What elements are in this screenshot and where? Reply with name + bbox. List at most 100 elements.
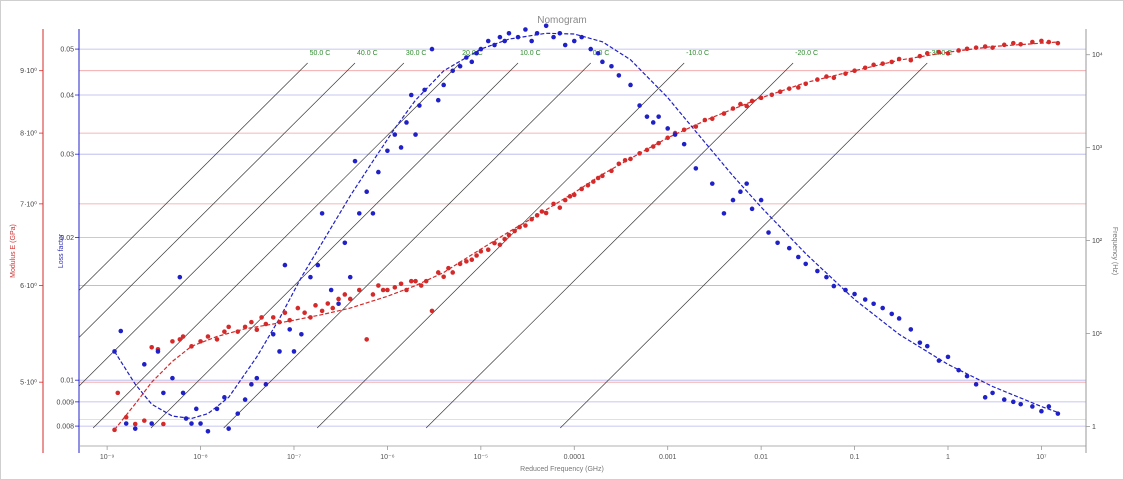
loss-point — [277, 349, 282, 354]
isotherm-line — [150, 62, 519, 429]
modulus-point — [786, 86, 792, 91]
modulus-point — [385, 287, 390, 293]
modulus-point — [644, 147, 650, 153]
loss-point — [474, 50, 479, 56]
loss-point — [319, 211, 325, 216]
frequency-tick-label: 10⁴ — [1092, 52, 1103, 59]
loss-point — [956, 367, 961, 373]
modulus-point — [1055, 40, 1061, 46]
modulus-point — [441, 274, 446, 280]
loss-point — [222, 395, 227, 400]
modulus-point — [336, 296, 341, 302]
loss-point — [1010, 399, 1016, 405]
modulus-point — [356, 287, 362, 293]
loss-point — [352, 158, 358, 164]
loss-point — [534, 30, 540, 36]
loss-point — [155, 349, 161, 354]
loss-point — [123, 421, 129, 426]
modulus-point — [214, 337, 220, 342]
modulus-point — [370, 292, 376, 297]
loss-tick-label: 0.05 — [60, 47, 74, 54]
modulus-point — [758, 95, 764, 101]
modulus-point — [880, 61, 885, 66]
loss-point — [492, 42, 497, 48]
isotherm-label: 30.0 C — [406, 50, 427, 57]
modulus-point — [585, 182, 591, 188]
loss-point — [908, 327, 914, 332]
modulus-point — [149, 345, 155, 350]
loss-point — [815, 268, 820, 274]
loss-point — [831, 283, 837, 289]
loss-point — [422, 87, 427, 93]
loss-point — [435, 97, 441, 103]
loss-point — [404, 120, 409, 125]
modulus-point — [523, 223, 528, 228]
modulus-point — [917, 53, 923, 59]
loss-point — [315, 262, 321, 268]
modulus-tick-label: 9·10⁰ — [20, 67, 37, 75]
modulus-point — [423, 278, 429, 284]
loss-point — [775, 240, 780, 246]
loss-point — [964, 373, 970, 379]
modulus-point — [982, 44, 988, 49]
modulus-point — [478, 249, 484, 254]
modulus-point — [803, 81, 809, 87]
modulus-point — [650, 144, 656, 149]
loss-point — [515, 34, 521, 40]
modulus-point — [637, 151, 642, 156]
modulus-point — [418, 283, 424, 288]
modulus-point — [492, 240, 497, 246]
modulus-point — [270, 315, 276, 320]
modulus-point — [990, 45, 995, 50]
loss-point — [600, 59, 605, 65]
modulus-point — [539, 209, 545, 214]
modulus-point — [259, 315, 264, 320]
frequency-tick-label: 10³ — [1092, 145, 1103, 152]
isotherm-line — [92, 62, 461, 429]
loss-point — [896, 316, 902, 321]
loss-point — [1055, 411, 1061, 416]
modulus-point — [924, 51, 930, 56]
loss-point — [936, 358, 942, 363]
loss-point — [356, 211, 362, 216]
isotherm-lines: 50.0 C 40.0 C 30.0 C 20.0 C 10.0 C 0.0 C -10.0… — [78, 50, 952, 429]
loss-point — [796, 254, 801, 260]
modulus-point — [347, 296, 353, 302]
modulus-point — [364, 337, 369, 342]
modulus-point — [852, 68, 857, 73]
loss-point — [945, 354, 951, 360]
loss-point — [1039, 408, 1044, 414]
isotherm-label: -10.0 C — [686, 50, 709, 57]
loss-point — [749, 206, 755, 212]
loss-point — [1018, 401, 1023, 407]
loss-point — [214, 406, 220, 412]
loss-point — [270, 331, 276, 337]
isotherm-label: -20.0 C — [795, 50, 818, 57]
loss-point — [523, 27, 528, 32]
modulus-point — [170, 339, 175, 344]
modulus-point — [616, 161, 622, 167]
loss-point — [852, 291, 857, 297]
loss-point — [529, 38, 534, 44]
loss-point — [665, 126, 671, 131]
modulus-point — [945, 51, 951, 56]
loss-point — [588, 46, 594, 52]
loss-point — [457, 63, 463, 69]
loss-point — [342, 240, 348, 246]
modulus-point — [831, 75, 837, 81]
modulus-point — [543, 210, 549, 216]
modulus-point — [512, 228, 517, 234]
loss-point — [189, 421, 194, 426]
modulus-point — [189, 344, 194, 349]
loss-point — [681, 141, 687, 147]
loss-tick-label: 0.04 — [60, 93, 74, 100]
x-tick-label: 1 — [946, 454, 950, 461]
loss-point — [198, 421, 203, 426]
modulus-point — [529, 216, 534, 222]
modulus-point — [180, 334, 186, 339]
loss-point — [562, 42, 568, 48]
loss-point — [551, 34, 556, 40]
loss-point — [282, 262, 288, 268]
isotherm-line — [78, 62, 405, 387]
